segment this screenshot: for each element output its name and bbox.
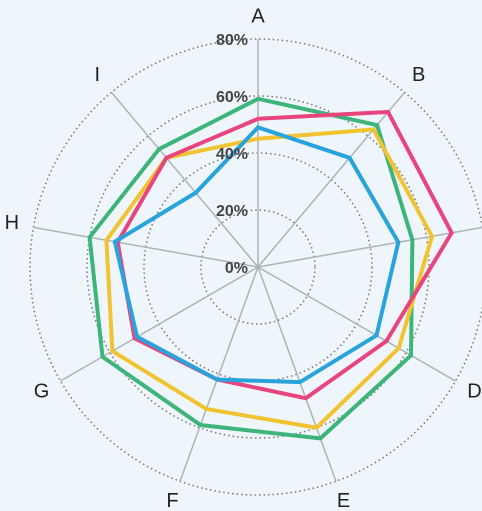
grid-ring — [29, 38, 482, 496]
category-label: D — [467, 380, 481, 402]
spoke — [179, 266, 259, 482]
spoke — [60, 266, 259, 382]
r-tick-label: 40% — [216, 146, 248, 163]
spoke — [257, 91, 406, 268]
series-line — [115, 109, 454, 401]
category-label: F — [166, 490, 178, 511]
r-tick-label: 20% — [216, 203, 248, 220]
category-label: G — [34, 380, 50, 402]
spoke — [257, 266, 337, 482]
spoke — [110, 91, 259, 268]
r-tick-label: 60% — [216, 89, 248, 106]
spoke — [257, 266, 456, 382]
category-label: H — [5, 212, 19, 234]
series-line — [87, 96, 415, 441]
r-tick-label: 0% — [225, 260, 248, 277]
category-label: A — [251, 5, 265, 27]
r-tick-label: 80% — [216, 32, 248, 49]
series-line — [112, 125, 401, 385]
grid-ring — [200, 209, 316, 325]
spoke — [257, 226, 482, 268]
category-label: B — [412, 64, 425, 86]
category-label: E — [337, 490, 350, 511]
category-label: I — [95, 64, 101, 86]
spoke — [33, 226, 259, 268]
series-line — [104, 127, 435, 430]
